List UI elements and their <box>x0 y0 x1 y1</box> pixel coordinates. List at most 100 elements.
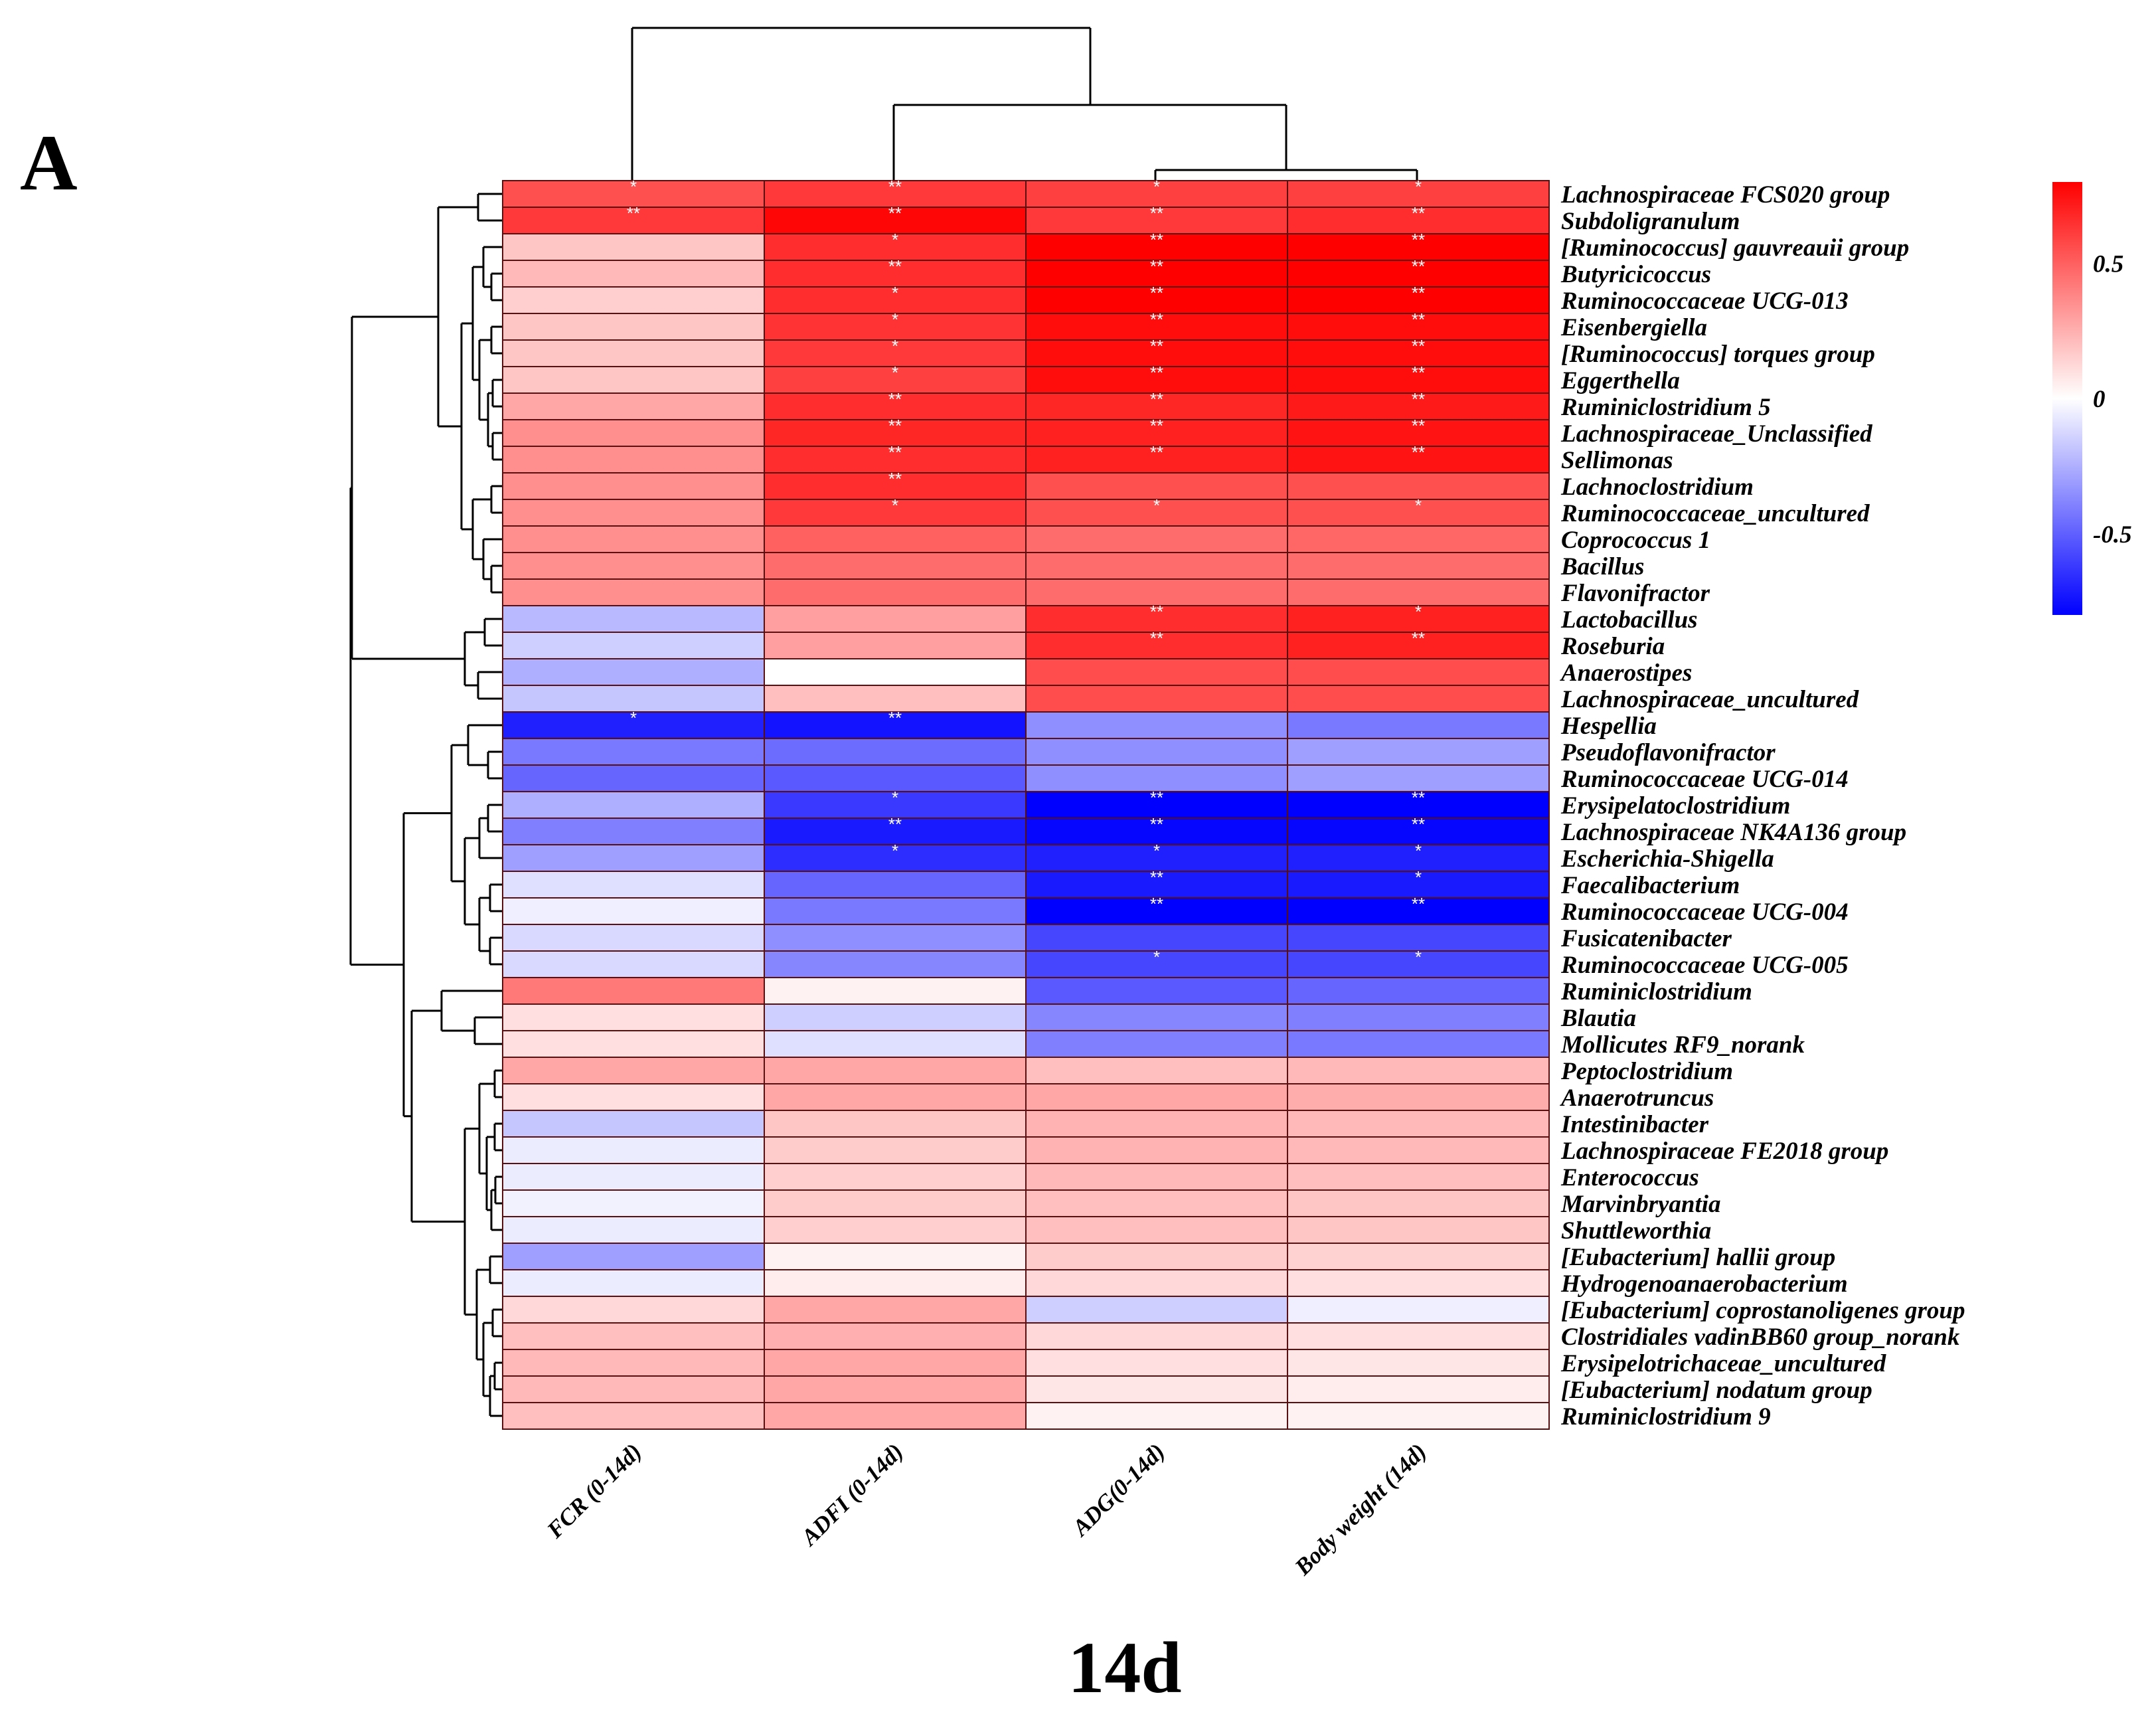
legend-tick-label: 0.5 <box>2093 250 2123 278</box>
heatmap-cell <box>1025 685 1288 713</box>
heatmap-cell <box>764 924 1027 952</box>
row-label: [Eubacterium] hallii group <box>1561 1244 1835 1271</box>
heatmap-cell <box>502 1030 765 1058</box>
heatmap-cell <box>764 1030 1027 1058</box>
heatmap-cell <box>502 1163 765 1191</box>
heatmap-cell <box>1025 339 1288 367</box>
heatmap-cell <box>502 260 765 288</box>
significance-mark: * <box>892 336 898 356</box>
significance-mark: ** <box>1412 336 1425 356</box>
heatmap-cell <box>502 366 765 394</box>
row-label: Lachnospiraceae NK4A136 group <box>1560 819 1906 846</box>
heatmap-cell <box>1287 738 1550 766</box>
significance-mark: * <box>892 495 898 515</box>
heatmap-cell <box>502 1110 765 1138</box>
row-dendrogram-branch <box>493 1361 503 1391</box>
significance-mark: * <box>1153 841 1160 861</box>
row-label: Clostridiales vadinBB60 group_norank <box>1561 1324 1960 1351</box>
row-label: Lachnospiraceae FCS020 group <box>1560 181 1890 209</box>
row-dendrogram-branch <box>493 1122 503 1152</box>
significance-mark: ** <box>888 256 902 276</box>
row-label: Ruminococcaceae UCG-004 <box>1560 899 1849 926</box>
row-dendrogram-branch <box>482 1322 493 1397</box>
heatmap-cell <box>1287 207 1550 234</box>
heatmap-cell <box>502 233 765 261</box>
row-label: Ruminiclostridium 9 <box>1560 1403 1771 1430</box>
row-dendrogram-branch <box>463 631 485 687</box>
row-dendrogram-branch <box>494 1175 503 1205</box>
heatmap-cell <box>1025 791 1288 819</box>
heatmap-cell <box>1287 1110 1550 1138</box>
row-label: Marvinbryantia <box>1560 1191 1721 1218</box>
heatmap-cell <box>1025 578 1288 606</box>
heatmap-cell <box>1025 419 1288 447</box>
heatmap-cell <box>1287 1163 1550 1191</box>
significance-mark: * <box>892 283 898 303</box>
row-label: Shuttleworthia <box>1561 1217 1711 1245</box>
row-dendrogram-branch <box>477 671 503 700</box>
heatmap-cell <box>1287 924 1550 952</box>
significance-mark: ** <box>888 814 902 834</box>
heatmap-cell <box>1025 1269 1288 1297</box>
significance-mark: * <box>1415 177 1422 197</box>
significance-mark: ** <box>1412 363 1425 383</box>
significance-mark: * <box>892 230 898 250</box>
heatmap-cell <box>502 897 765 925</box>
significance-mark: * <box>1415 867 1422 887</box>
significance-mark: * <box>1153 947 1160 967</box>
heatmap-cell <box>1287 632 1550 659</box>
significance-mark: ** <box>1412 283 1425 303</box>
heatmap-cell <box>764 897 1027 925</box>
heatmap-cell <box>764 977 1027 1005</box>
significance-mark: ** <box>1412 203 1425 223</box>
row-dendrogram-branch <box>493 1069 503 1098</box>
heatmap-cell <box>502 844 765 872</box>
heatmap-cell <box>1025 552 1288 580</box>
heatmap-cell <box>502 1296 765 1324</box>
heatmap-cell <box>502 1057 765 1084</box>
row-label: Eggerthella <box>1560 367 1680 394</box>
heatmap-cell <box>502 207 765 234</box>
heatmap-cell <box>764 339 1027 367</box>
heatmap-cell <box>1287 764 1550 792</box>
heatmap-cell <box>1025 658 1288 686</box>
heatmap-cell <box>1287 1375 1550 1403</box>
significance-mark: ** <box>1412 814 1425 834</box>
significance-mark: ** <box>1412 256 1425 276</box>
row-dendrogram-branch <box>471 266 483 381</box>
column-label: Body weight (14d) <box>1289 1438 1432 1581</box>
row-dendrogram-branch <box>489 936 503 966</box>
significance-mark: * <box>1415 841 1422 861</box>
heatmap-cell <box>502 286 765 314</box>
heatmap-cell <box>1025 818 1288 845</box>
heatmap-cell <box>764 738 1027 766</box>
heatmap-cell <box>1287 1136 1550 1164</box>
significance-mark: * <box>630 708 637 728</box>
heatmap-cell <box>502 552 765 580</box>
heatmap-cell <box>1287 1216 1550 1244</box>
heatmap-cell <box>502 764 765 792</box>
heatmap-cell <box>764 871 1027 899</box>
heatmap-cell <box>1287 180 1550 208</box>
heatmap-cell <box>764 1322 1027 1350</box>
heatmap-cell <box>502 1243 765 1270</box>
heatmap-cell <box>1287 233 1550 261</box>
row-label: Ruminiclostridium 5 <box>1560 394 1771 421</box>
heatmap-cell <box>764 499 1027 527</box>
heatmap-cell <box>1287 605 1550 633</box>
row-label: Fusicatenibacter <box>1560 925 1732 952</box>
heatmap-cell <box>764 1216 1027 1244</box>
heatmap-cell <box>1287 1349 1550 1377</box>
row-label: Lachnospiraceae FE2018 group <box>1560 1138 1888 1165</box>
heatmap-cell <box>502 977 765 1005</box>
row-dendrogram-branch <box>410 1009 465 1223</box>
significance-mark: ** <box>1412 309 1425 329</box>
row-label: Erysipelatoclostridium <box>1560 792 1790 820</box>
heatmap-cell <box>1025 1110 1288 1138</box>
heatmap-cell <box>502 525 765 553</box>
row-label: Lactobacillus <box>1560 606 1698 634</box>
heatmap-cell <box>1287 499 1550 527</box>
significance-mark: ** <box>1412 442 1425 462</box>
row-dendrogram-branch <box>489 883 503 912</box>
column-dendrogram-adg-bw-branch <box>1154 169 1418 181</box>
